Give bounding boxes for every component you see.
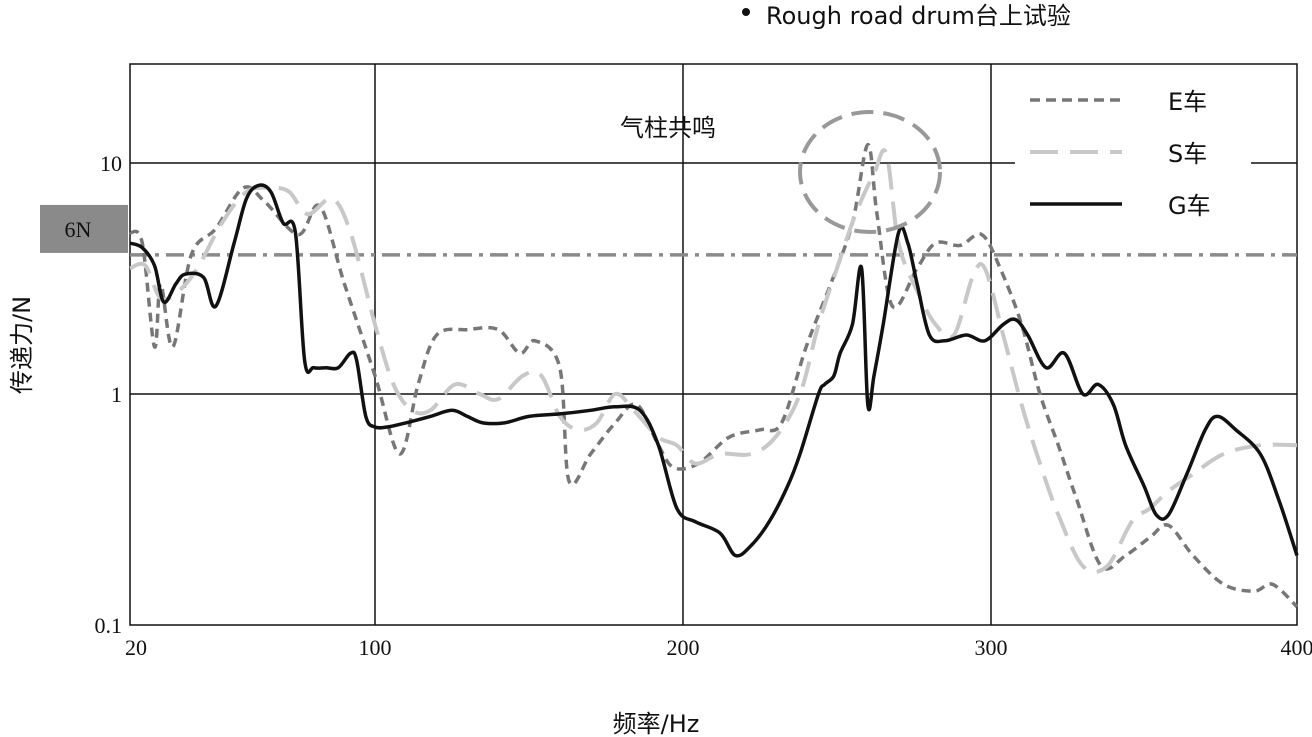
series-line-e — [128, 142, 1299, 608]
y-tick-label: 10 — [100, 151, 122, 176]
legend-label-s: S车 — [1168, 140, 1207, 168]
series-layer — [128, 142, 1299, 608]
x-tick-labels: 20 100 200 300 400 — [125, 635, 1312, 660]
series-line-s — [129, 148, 1298, 574]
x-tick-label: 300 — [975, 635, 1008, 660]
y-tick-label: 1 — [111, 382, 122, 407]
x-tick-label: 200 — [667, 635, 700, 660]
y-tick-labels: 0.1 1 10 — [95, 151, 123, 638]
resonance-circle — [798, 110, 942, 234]
x-tick-label: 400 — [1281, 635, 1312, 660]
legend-box — [1015, 76, 1251, 236]
y-tick-label: 0.1 — [95, 613, 123, 638]
annotation-label: 气柱共鸣 — [620, 114, 716, 142]
legend-label-g: G车 — [1168, 192, 1211, 220]
series-line-g — [129, 183, 1299, 558]
legend-label-e: E车 — [1168, 88, 1207, 116]
reference-label: 6N — [65, 217, 92, 242]
x-tick-label: 20 — [125, 635, 147, 660]
y-axis-title: 传递力/N — [8, 296, 36, 394]
x-axis-title: 频率/Hz — [613, 710, 700, 737]
x-tick-label: 100 — [359, 635, 392, 660]
plot-area — [129, 63, 1298, 626]
legend: E车 S车 G车 — [1015, 76, 1251, 236]
reference-label-box — [40, 204, 128, 253]
title-bullet-icon — [742, 8, 750, 16]
chart-title: Rough road drum台上试验 — [766, 2, 1071, 30]
